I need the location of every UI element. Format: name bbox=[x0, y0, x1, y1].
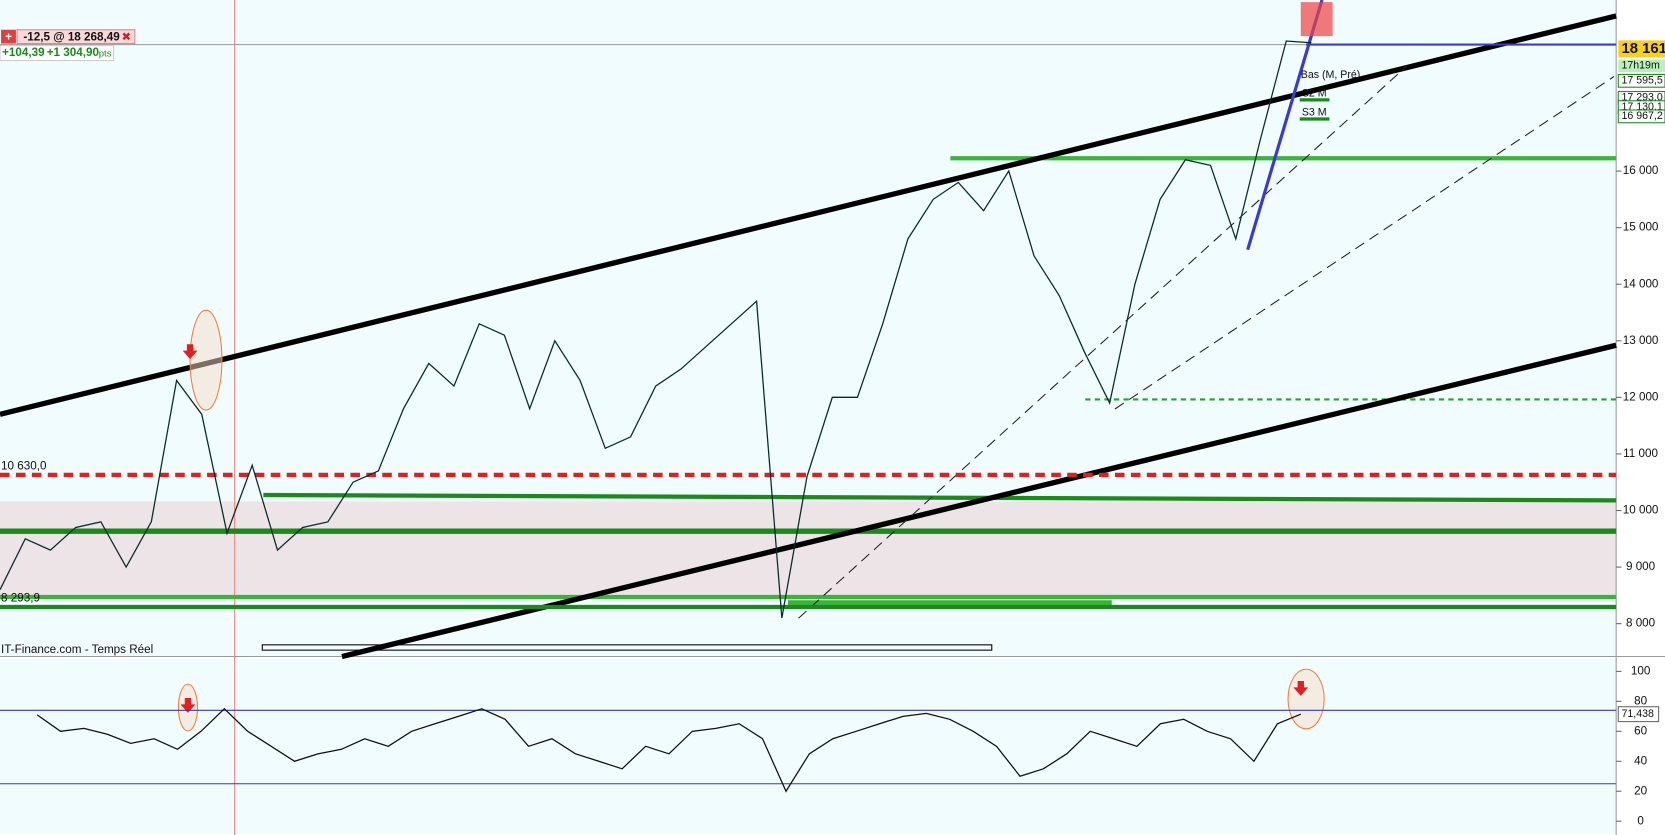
price-tag-label: 17 595,5 bbox=[1621, 75, 1662, 87]
y-tick-label: 13 000 bbox=[1623, 334, 1659, 347]
y-tick-label: 60 bbox=[1634, 724, 1647, 737]
highlight bbox=[189, 309, 223, 411]
y-tick-label: 16 000 bbox=[1623, 164, 1659, 177]
pivot-label: Bas (M, Pré) bbox=[1301, 69, 1361, 81]
change-box bbox=[0, 45, 115, 62]
timer-tag bbox=[1618, 59, 1665, 73]
y-tick-label: 40 bbox=[1634, 754, 1647, 767]
price-tag-label: 16 967,2 bbox=[1621, 110, 1662, 122]
level-label: 10 630,0 bbox=[1, 459, 47, 472]
trend-line bbox=[0, 13, 1617, 417]
rsi-line bbox=[36, 707, 1302, 793]
y-tick-label: 8 000 bbox=[1626, 617, 1656, 630]
order-labels bbox=[1300, 2, 1333, 37]
trend-line bbox=[1246, 0, 1324, 251]
support-zone bbox=[787, 600, 1112, 606]
y-tick-label: 15 000 bbox=[1623, 221, 1659, 234]
y-tick-label: 20 bbox=[1634, 784, 1647, 797]
highlight bbox=[1287, 668, 1325, 730]
timer-label: 17h19m bbox=[1621, 60, 1659, 72]
arrow-down bbox=[182, 344, 198, 360]
zone bbox=[0, 501, 1617, 598]
trend-line bbox=[341, 342, 1617, 660]
add-icon[interactable]: + bbox=[5, 30, 12, 43]
rsi-tag bbox=[1617, 706, 1660, 723]
y-tick-label: 11 000 bbox=[1623, 447, 1658, 460]
quote: -12,5 @ 18 268,49 bbox=[23, 30, 120, 43]
support-line bbox=[263, 492, 1617, 503]
arrow-down bbox=[180, 697, 196, 713]
last-price-tag bbox=[1618, 40, 1665, 58]
quote-box bbox=[16, 29, 136, 45]
arrow-down bbox=[1293, 680, 1309, 696]
last-price-label: 18 161 bbox=[1621, 41, 1665, 57]
change-points: +1 304,90 bbox=[47, 46, 100, 59]
y-tick-label: 0 bbox=[1637, 814, 1644, 827]
dashed-trend bbox=[1114, 76, 1615, 410]
level-label: 8 293,9 bbox=[1, 592, 40, 605]
pivot-label: S3 M bbox=[1302, 106, 1327, 118]
change: +104,39 bbox=[2, 46, 45, 59]
dashed-trend bbox=[798, 65, 1408, 619]
y-tick-label: 80 bbox=[1634, 694, 1647, 707]
rsi-panel bbox=[0, 658, 1617, 834]
y-tick-label: 10 000 bbox=[1623, 504, 1659, 517]
y-tick-label: 14 000 bbox=[1623, 277, 1659, 290]
source: IT-Finance.com - Temps Réel bbox=[1, 643, 153, 656]
unit: pts bbox=[99, 49, 112, 60]
add-button[interactable] bbox=[1, 29, 16, 44]
y-tick-label: 100 bbox=[1631, 664, 1651, 677]
price-line bbox=[0, 40, 1312, 619]
close-icon[interactable]: ✖ bbox=[121, 30, 131, 43]
rsi-tag-label: 71,438 bbox=[1621, 708, 1654, 720]
range-box bbox=[261, 644, 993, 651]
y-tick-label: 9 000 bbox=[1626, 560, 1656, 573]
y-tick-label: 12 000 bbox=[1623, 390, 1659, 403]
pivot-label: S2 M bbox=[1302, 87, 1327, 99]
